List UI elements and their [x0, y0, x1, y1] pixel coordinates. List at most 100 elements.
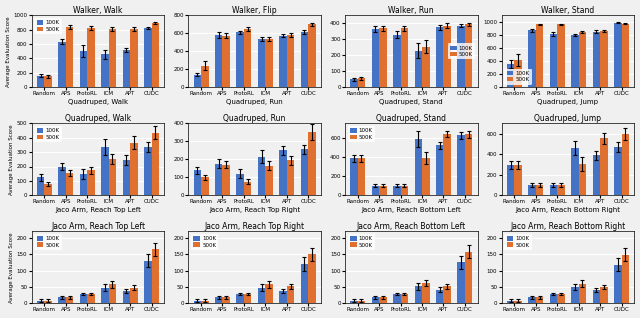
Bar	[80, 174, 87, 195]
Bar	[593, 155, 600, 195]
Bar	[550, 185, 557, 195]
Bar	[358, 79, 365, 87]
Bar	[401, 294, 408, 303]
Bar	[152, 23, 159, 87]
Bar	[58, 42, 66, 87]
Legend: 100K, 500K: 100K, 500K	[504, 234, 532, 250]
Bar	[266, 39, 273, 87]
Bar	[223, 165, 230, 195]
Bar	[244, 294, 252, 303]
Bar	[507, 301, 515, 303]
Bar	[415, 139, 422, 195]
Bar	[44, 184, 52, 195]
Bar	[593, 290, 600, 303]
Bar	[465, 24, 472, 87]
Bar	[37, 177, 44, 195]
Bar	[193, 170, 201, 195]
Y-axis label: Average Evaluation Score: Average Evaluation Score	[9, 124, 14, 195]
Bar	[223, 297, 230, 303]
Bar	[244, 29, 252, 87]
X-axis label: Quadruped, Stand: Quadruped, Stand	[380, 99, 443, 105]
Bar	[507, 64, 515, 87]
Bar	[123, 160, 130, 195]
Bar	[600, 31, 607, 87]
Bar	[123, 291, 130, 303]
Bar	[393, 186, 401, 195]
Title: Jaco Arm, Reach Bottom Right: Jaco Arm, Reach Bottom Right	[510, 222, 625, 231]
Bar	[465, 252, 472, 303]
Title: Walker, Walk: Walker, Walk	[74, 5, 123, 15]
Bar	[279, 291, 287, 303]
Bar	[66, 27, 74, 87]
Legend: 100K, 500K: 100K, 500K	[35, 234, 61, 250]
Bar	[201, 177, 209, 195]
Bar	[372, 29, 379, 87]
X-axis label: Jaco Arm, Reach Bottom Right: Jaco Arm, Reach Bottom Right	[515, 207, 620, 213]
Title: Jaco Arm, Reach Bottom Left: Jaco Arm, Reach Bottom Left	[356, 222, 466, 231]
X-axis label: Quadruped, Jump: Quadruped, Jump	[538, 99, 598, 105]
Bar	[379, 28, 387, 87]
Bar	[87, 28, 95, 87]
Bar	[144, 261, 152, 303]
Bar	[130, 143, 138, 195]
Bar	[301, 32, 308, 87]
Bar	[101, 147, 109, 195]
Bar	[401, 186, 408, 195]
Bar	[444, 286, 451, 303]
Bar	[536, 297, 543, 303]
Bar	[401, 28, 408, 87]
Bar	[301, 264, 308, 303]
Title: Jaco Arm, Reach Top Right: Jaco Arm, Reach Top Right	[205, 222, 305, 231]
Bar	[37, 76, 44, 87]
Bar	[201, 66, 209, 87]
Bar	[415, 51, 422, 87]
Legend: 100K, 500K: 100K, 500K	[348, 234, 375, 250]
Bar	[579, 32, 586, 87]
Bar	[515, 60, 522, 87]
Bar	[279, 150, 287, 195]
Bar	[436, 27, 444, 87]
Bar	[287, 160, 294, 195]
Bar	[66, 297, 74, 303]
Bar	[579, 284, 586, 303]
Bar	[507, 165, 515, 195]
Bar	[557, 294, 564, 303]
Bar	[614, 265, 621, 303]
Title: Walker, Run: Walker, Run	[388, 5, 434, 15]
Bar	[215, 35, 223, 87]
Title: Quadruped, Walk: Quadruped, Walk	[65, 114, 131, 122]
Bar	[223, 36, 230, 87]
Bar	[201, 301, 209, 303]
Legend: 100K, 500K: 100K, 500K	[447, 44, 475, 59]
X-axis label: Quadruped, Walk: Quadruped, Walk	[68, 99, 128, 105]
Bar	[80, 51, 87, 87]
Bar	[515, 301, 522, 303]
Bar	[258, 287, 266, 303]
Bar	[287, 286, 294, 303]
Bar	[236, 294, 244, 303]
Bar	[422, 46, 429, 87]
Bar	[614, 147, 621, 195]
Bar	[436, 145, 444, 195]
Bar	[130, 29, 138, 87]
Bar	[266, 166, 273, 195]
Bar	[37, 301, 44, 303]
X-axis label: Jaco Arm, Reach Top Left: Jaco Arm, Reach Top Left	[55, 207, 141, 213]
Bar	[372, 297, 379, 303]
Bar	[58, 167, 66, 195]
Bar	[308, 24, 316, 87]
Bar	[101, 287, 109, 303]
Bar	[571, 148, 579, 195]
Bar	[393, 294, 401, 303]
Legend: 100K, 500K: 100K, 500K	[191, 234, 218, 250]
Bar	[372, 186, 379, 195]
Bar	[379, 297, 387, 303]
Bar	[44, 76, 52, 87]
Bar	[350, 301, 358, 303]
Bar	[600, 138, 607, 195]
Bar	[258, 156, 266, 195]
Bar	[350, 158, 358, 195]
Bar	[236, 174, 244, 195]
Bar	[193, 75, 201, 87]
Bar	[458, 262, 465, 303]
